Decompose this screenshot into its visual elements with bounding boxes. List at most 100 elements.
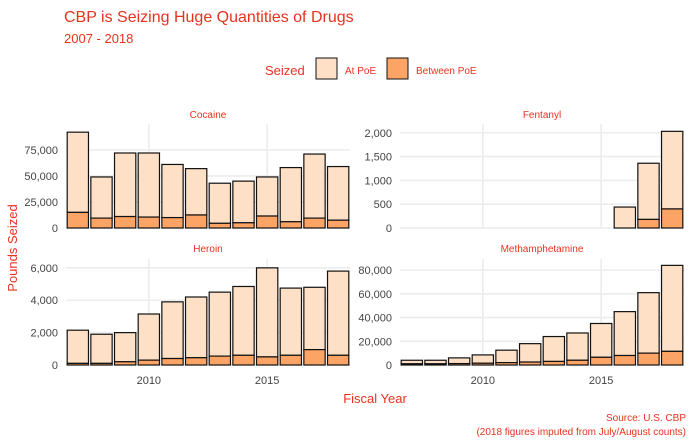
bar-at-poe-heroin-2017 <box>303 286 326 351</box>
bar-between-poe-methamphetamine-2007 <box>400 363 424 366</box>
y-tick-label: 0 <box>52 223 58 235</box>
x-axis-label: Fiscal Year <box>343 391 407 406</box>
bar-at-poe-fentanyl-2018 <box>660 130 684 210</box>
bar-at-poe-methamphetamine-2011 <box>495 349 518 364</box>
y-tick-label: 20,000 <box>358 336 392 348</box>
bar-between-poe-heroin-2012 <box>184 357 208 366</box>
bar-at-poe-fentanyl-2016 <box>613 206 637 229</box>
bar-between-poe-methamphetamine-2009 <box>447 362 471 366</box>
bar-between-poe-cocaine-2014 <box>232 222 255 229</box>
bar-at-poe-heroin-2007 <box>66 329 90 364</box>
bar-between-poe-fentanyl-2018 <box>660 208 684 229</box>
bar-at-poe-heroin-2011 <box>161 301 184 360</box>
y-tick-label: 0 <box>386 360 392 372</box>
caption-line-1: Source: U.S. CBP <box>606 413 686 424</box>
bar-at-poe-cocaine-2018 <box>326 165 350 221</box>
panel-title-fentanyl: Fentanyl <box>523 110 561 121</box>
bar-between-poe-heroin-2013 <box>208 355 232 366</box>
panel-methamphetamine: 0 20,000 40,000 60,000 80,000 2010 2015 Methamp… <box>358 244 684 387</box>
bar-between-poe-cocaine-2008 <box>90 217 113 229</box>
legend-label-at-poe: At PoE <box>345 66 376 77</box>
panel-cocaine: 0 25,000 50,000 75,000 Cocaine <box>24 110 350 235</box>
x-tick-label: 2015 <box>589 375 613 387</box>
panel-fentanyl: 0 500 1,000 1,500 2,000 Fentanyl <box>364 110 684 235</box>
bar-between-poe-methamphetamine-2012 <box>518 361 542 366</box>
legend-label-between-poe: Between PoE <box>416 66 477 77</box>
bar-at-poe-cocaine-2010 <box>137 152 161 218</box>
bar-at-poe-heroin-2016 <box>279 287 303 356</box>
y-tick-label: 75,000 <box>24 145 58 157</box>
legend: Seized At PoE Between PoE <box>265 57 477 80</box>
bar-at-poe-cocaine-2013 <box>208 182 232 224</box>
panel-title-cocaine: Cocaine <box>190 110 227 121</box>
bar-between-poe-methamphetamine-2016 <box>613 354 637 366</box>
facet-panels: 0 25,000 50,000 75,000 Cocaine 0 500 1,000 1,500… <box>24 110 684 387</box>
bar-between-poe-heroin-2007 <box>66 362 90 366</box>
bar-between-poe-cocaine-2017 <box>303 217 326 229</box>
y-tick-label: 500 <box>374 199 392 211</box>
bar-at-poe-cocaine-2017 <box>303 153 326 219</box>
bar-at-poe-cocaine-2014 <box>232 180 255 224</box>
bar-between-poe-heroin-2015 <box>255 356 279 366</box>
bar-at-poe-heroin-2014 <box>232 285 255 356</box>
bar-between-poe-heroin-2014 <box>232 354 255 366</box>
y-tick-label: 50,000 <box>24 171 58 183</box>
y-tick-label: 1,000 <box>364 175 392 187</box>
bar-between-poe-heroin-2010 <box>137 359 161 366</box>
bar-at-poe-cocaine-2011 <box>161 163 184 219</box>
y-tick-label: 80,000 <box>358 265 392 277</box>
bar-between-poe-cocaine-2011 <box>161 216 184 229</box>
bar-at-poe-methamphetamine-2013 <box>542 335 566 363</box>
bar-at-poe-heroin-2008 <box>90 333 113 364</box>
bar-between-poe-cocaine-2016 <box>279 221 303 229</box>
bar-at-poe-cocaine-2009 <box>113 152 137 218</box>
bar-at-poe-methamphetamine-2010 <box>471 354 495 364</box>
x-tick-label: 2010 <box>471 375 495 387</box>
bar-at-poe-cocaine-2015 <box>255 176 279 217</box>
bar-between-poe-cocaine-2013 <box>208 222 232 229</box>
bar-at-poe-heroin-2013 <box>208 291 232 357</box>
y-tick-label: 0 <box>52 360 58 372</box>
caption-line-2: (2018 figures imputed from July/August c… <box>476 427 686 438</box>
legend-swatch-at-poe <box>315 57 338 80</box>
bar-between-poe-methamphetamine-2015 <box>589 356 613 366</box>
y-tick-label: 60,000 <box>358 289 392 301</box>
bar-at-poe-heroin-2012 <box>184 296 208 359</box>
bar-between-poe-cocaine-2012 <box>184 214 208 229</box>
y-tick-label: 0 <box>386 223 392 235</box>
bar-between-poe-methamphetamine-2017 <box>637 352 660 366</box>
bar-at-poe-methamphetamine-2018 <box>660 264 684 352</box>
bar-between-poe-methamphetamine-2010 <box>471 362 495 366</box>
bar-at-poe-heroin-2015 <box>255 267 279 358</box>
bar-at-poe-heroin-2009 <box>113 332 137 363</box>
panel-title-heroin: Heroin <box>193 244 222 255</box>
bar-between-poe-heroin-2009 <box>113 361 137 366</box>
bar-at-poe-cocaine-2007 <box>66 131 90 213</box>
bar-at-poe-methamphetamine-2012 <box>518 343 542 363</box>
chart-title: CBP is Seizing Huge Quantities of Drugs <box>64 9 354 26</box>
x-tick-label: 2015 <box>255 375 279 387</box>
bar-between-poe-cocaine-2018 <box>326 219 350 229</box>
y-tick-label: 40,000 <box>358 313 392 325</box>
chart-subtitle: 2007 - 2018 <box>64 31 133 46</box>
panel-heroin: 0 2,000 4,000 6,000 2010 2015 Heroin <box>30 244 350 387</box>
bar-at-poe-methamphetamine-2017 <box>637 292 660 354</box>
bar-between-poe-methamphetamine-2008 <box>424 363 447 366</box>
y-tick-label: 2,000 <box>364 128 392 140</box>
bar-at-poe-cocaine-2012 <box>184 168 208 216</box>
panel-title-methamphetamine: Methamphetamine <box>501 244 584 255</box>
bar-between-poe-methamphetamine-2014 <box>566 359 589 366</box>
bar-between-poe-heroin-2016 <box>279 354 303 366</box>
legend-title: Seized <box>265 63 305 78</box>
y-tick-label: 25,000 <box>24 197 58 209</box>
y-tick-label: 6,000 <box>30 263 58 275</box>
bar-at-poe-heroin-2010 <box>137 313 161 361</box>
bar-between-poe-methamphetamine-2011 <box>495 362 518 366</box>
bar-between-poe-fentanyl-2017 <box>637 218 660 229</box>
bar-at-poe-heroin-2018 <box>326 270 350 356</box>
bar-between-poe-cocaine-2010 <box>137 216 161 229</box>
bar-between-poe-heroin-2017 <box>303 349 326 366</box>
bar-between-poe-cocaine-2009 <box>113 215 137 229</box>
